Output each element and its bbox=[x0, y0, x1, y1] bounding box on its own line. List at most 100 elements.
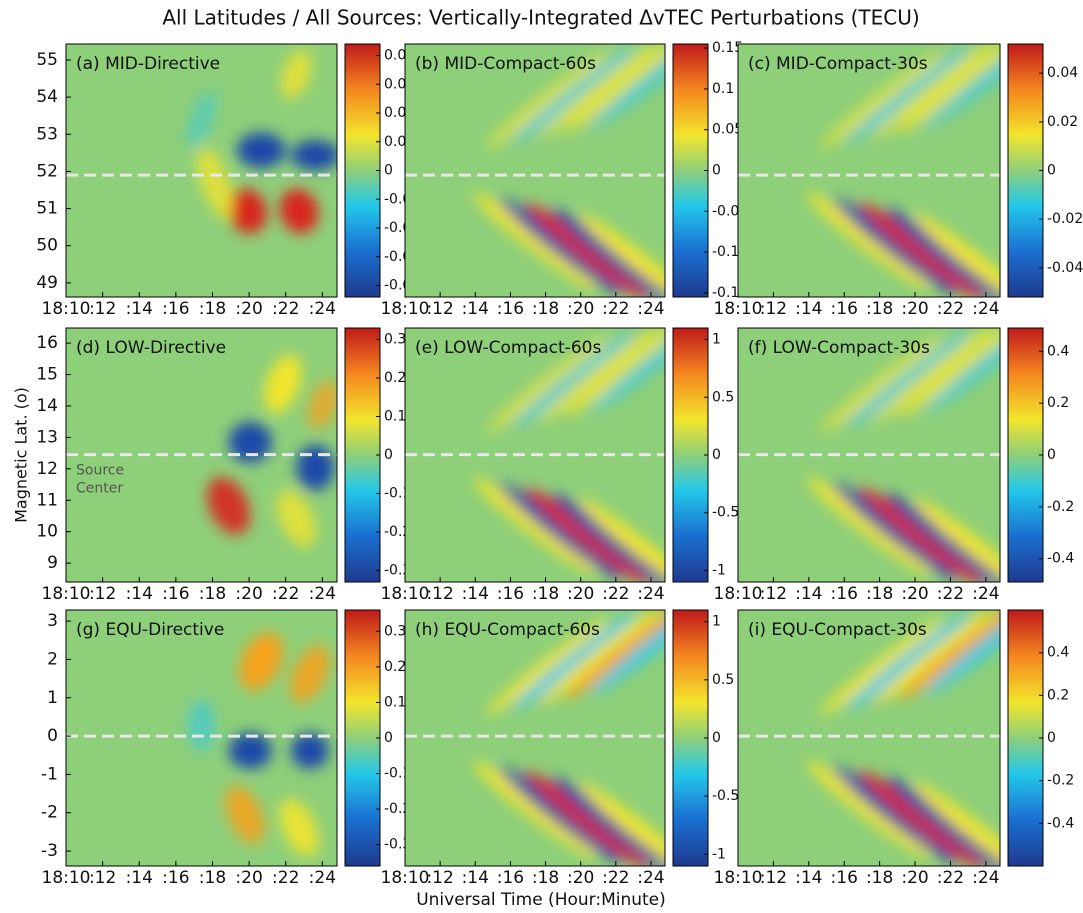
x-tick-label: :18 bbox=[199, 299, 226, 319]
colorbar bbox=[672, 609, 709, 867]
x-tick-label: :14 bbox=[795, 868, 822, 888]
x-tick-label: :18 bbox=[866, 868, 893, 888]
panel-title: (b) MID-Compact-60s bbox=[415, 54, 596, 74]
colorbar-tick-label: 0.4 bbox=[1047, 343, 1069, 359]
x-tick-label: :20 bbox=[235, 584, 262, 604]
x-tick-label: :22 bbox=[272, 299, 299, 319]
colorbar-tick-label: 0 bbox=[712, 730, 721, 746]
panel-title: (a) MID-Directive bbox=[76, 54, 220, 74]
field-blob bbox=[551, 492, 665, 582]
y-tick-label: 16 bbox=[36, 333, 58, 353]
colorbar-tick-label: 0.1 bbox=[384, 409, 406, 425]
colorbar-tick-label: 0 bbox=[1047, 730, 1056, 746]
y-tick-label: -1 bbox=[41, 764, 58, 784]
colorbar-tick-label: 0 bbox=[712, 447, 721, 463]
y-axis-label: Magnetic Lat. (o) bbox=[12, 387, 31, 523]
colorbar-tick-label: -0.04 bbox=[1047, 260, 1083, 276]
colorbar bbox=[672, 43, 709, 298]
y-tick-label: 50 bbox=[36, 236, 58, 256]
field-pattern bbox=[187, 632, 330, 857]
field-blob bbox=[473, 477, 597, 575]
field-blob bbox=[296, 444, 335, 491]
x-tick-label: :22 bbox=[272, 868, 299, 888]
colorbar-tick-label: 0.1 bbox=[712, 81, 734, 97]
heatmap bbox=[405, 610, 665, 866]
x-tick-label: :22 bbox=[602, 584, 629, 604]
x-tick-label: 18:10 bbox=[381, 299, 430, 319]
axes-frame bbox=[404, 43, 666, 298]
field-blob bbox=[186, 91, 217, 149]
field-blob bbox=[473, 761, 597, 859]
y-tick-label: 52 bbox=[36, 161, 58, 181]
field-blob bbox=[499, 766, 623, 864]
x-tick-label: :14 bbox=[462, 299, 489, 319]
field-blob bbox=[264, 354, 302, 414]
field-blob bbox=[846, 612, 971, 710]
field-blob bbox=[236, 132, 286, 168]
x-tick-label: :14 bbox=[126, 868, 153, 888]
x-tick-label: :12 bbox=[426, 868, 453, 888]
field-blob bbox=[872, 610, 997, 705]
x-tick-label: :14 bbox=[126, 584, 153, 604]
field-pattern bbox=[473, 44, 665, 297]
axes-frame bbox=[65, 327, 338, 583]
x-tick-label: :14 bbox=[795, 584, 822, 604]
colorbar-tick-label: 0.05 bbox=[712, 122, 743, 138]
colorbar-tick-label: 0.15 bbox=[712, 40, 743, 56]
colorbar bbox=[344, 43, 381, 298]
y-tick-label: 11 bbox=[36, 490, 58, 510]
x-tick-label: :24 bbox=[309, 299, 336, 319]
field-blob bbox=[525, 202, 649, 297]
field-blob bbox=[196, 147, 234, 220]
x-tick-label: 18:10 bbox=[42, 299, 91, 319]
x-tick-label: :22 bbox=[602, 868, 629, 888]
field-blob bbox=[564, 328, 665, 418]
colorbar-tick-label: 0.02 bbox=[1047, 114, 1078, 130]
x-tick-label: :14 bbox=[462, 584, 489, 604]
x-tick-label: :22 bbox=[937, 868, 964, 888]
field-blob bbox=[924, 44, 1000, 129]
y-tick-label: 12 bbox=[36, 459, 58, 479]
field-blob bbox=[911, 212, 1000, 297]
colorbar bbox=[1007, 43, 1044, 298]
colorbar-tick-label: 0 bbox=[384, 163, 393, 179]
field-blob bbox=[885, 207, 1000, 297]
x-tick-label: :16 bbox=[162, 299, 189, 319]
x-tick-label: :20 bbox=[235, 299, 262, 319]
x-tick-label: :24 bbox=[637, 584, 664, 604]
field-blob bbox=[819, 335, 945, 433]
colorbar-tick-label: 0.3 bbox=[384, 332, 406, 348]
field-blob bbox=[564, 610, 665, 700]
x-tick-label: :16 bbox=[162, 584, 189, 604]
field-blob bbox=[577, 497, 665, 582]
colorbar bbox=[672, 327, 709, 583]
field-blob bbox=[228, 421, 272, 463]
x-tick-label: :16 bbox=[497, 868, 524, 888]
field-blob bbox=[806, 760, 932, 859]
x-tick-label: :18 bbox=[199, 584, 226, 604]
colorbar-tick-label: -0.5 bbox=[712, 505, 739, 521]
x-tick-label: :12 bbox=[89, 868, 116, 888]
axes-frame bbox=[404, 327, 666, 583]
field-blob bbox=[228, 732, 272, 769]
axes-frame bbox=[737, 327, 1001, 583]
field-blob bbox=[911, 497, 1000, 582]
x-tick-label: :16 bbox=[497, 584, 524, 604]
field-blob bbox=[512, 612, 636, 710]
colorbar-tick-label: 0.2 bbox=[1047, 395, 1069, 411]
x-tick-label: :18 bbox=[532, 584, 559, 604]
field-blob bbox=[187, 699, 216, 751]
field-blob bbox=[486, 51, 610, 149]
field-blob bbox=[924, 328, 1000, 413]
y-tick-label: 55 bbox=[36, 50, 58, 70]
axes-frame bbox=[65, 609, 338, 867]
y-tick-label: 3 bbox=[47, 611, 58, 631]
field-blob bbox=[290, 140, 337, 171]
colorbar-tick-label: -0.1 bbox=[384, 766, 411, 782]
field-pattern bbox=[473, 328, 665, 582]
field-blob bbox=[819, 617, 945, 716]
colorbar-tick-label: -1 bbox=[712, 562, 726, 578]
colorbar-tick-label: 0 bbox=[384, 447, 393, 463]
field-blob bbox=[859, 487, 984, 582]
panel-title: (d) LOW-Directive bbox=[76, 338, 226, 358]
